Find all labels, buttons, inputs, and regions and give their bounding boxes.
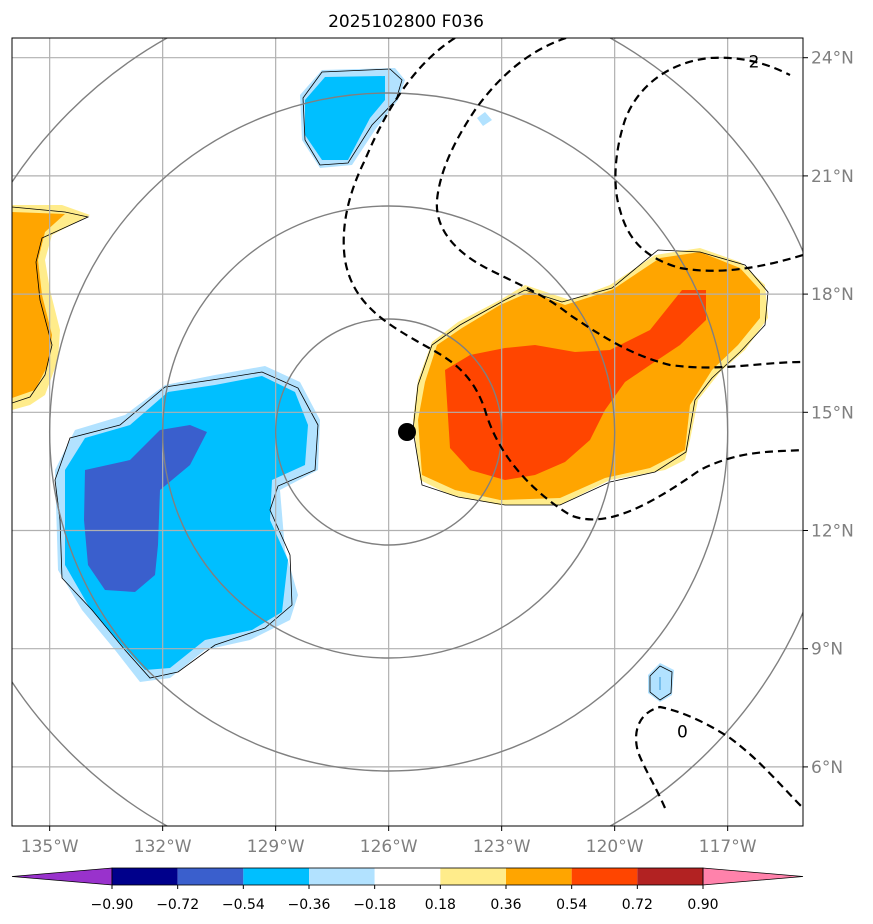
lon-tick-label: 123°W	[473, 837, 531, 857]
latitude-ticks: 24°N 21°N 18°N 15°N 12°N 9°N 6°N	[803, 49, 854, 778]
longitude-ticks: 135°W 132°W 129°W 126°W 123°W 120°W 117°W	[21, 826, 757, 857]
figure-title: 2025102800 F036	[328, 12, 484, 32]
colorbar-segment	[177, 868, 244, 885]
plot-frame	[11, 37, 804, 827]
anomaly-fill	[445, 290, 706, 480]
contour-labels: 20	[677, 53, 759, 743]
plot-area: 20	[12, 38, 803, 826]
colorbar-label: −0.72	[156, 897, 199, 913]
colorbar-label: −0.36	[288, 897, 331, 913]
colorbar-label: 0.90	[687, 897, 718, 913]
lat-tick-label: 9°N	[811, 640, 843, 660]
lon-tick-label: 126°W	[360, 837, 418, 857]
colorbar: −0.90 −0.72 −0.54 −0.36 −0.18 0.18 0.36 0.54 0.7…	[11, 867, 804, 913]
range-ring	[48, 92, 729, 772]
colorbar-extend-high	[702, 867, 804, 886]
colorbar-label: 0.18	[425, 897, 456, 913]
colorbar-label: −0.54	[222, 897, 265, 913]
colorbar-label: 0.72	[622, 897, 653, 913]
anomaly-fill	[477, 112, 492, 126]
contour-line	[435, 38, 803, 369]
contour-line	[342, 38, 803, 521]
contour-label: 0	[677, 722, 688, 742]
lat-tick-label: 6°N	[811, 758, 843, 778]
anomaly-positive-west	[12, 205, 90, 410]
lat-tick-label: 21°N	[811, 167, 854, 187]
contour-line	[614, 56, 803, 272]
range-ring	[274, 318, 503, 546]
anomaly-negative-southwest	[54, 366, 320, 682]
anomaly-negative-southeast	[648, 663, 674, 702]
colorbar-segment	[374, 868, 441, 885]
anomaly-fill	[305, 76, 385, 160]
lon-tick-label: 129°W	[247, 837, 305, 857]
lon-tick-label: 135°W	[21, 837, 79, 857]
colorbar-segment	[506, 868, 572, 885]
anomaly-fill	[12, 212, 65, 398]
lon-tick-label: 132°W	[134, 837, 192, 857]
dashed-contours	[342, 38, 803, 809]
colorbar-frame	[111, 867, 704, 886]
colorbar-segment	[571, 868, 638, 885]
range-ring	[161, 205, 616, 659]
colorbar-label: 0.36	[490, 897, 521, 913]
colorbar-label: 0.54	[556, 897, 587, 913]
storm-center-marker	[398, 423, 416, 441]
colorbar-segment	[112, 868, 178, 885]
lat-tick-label: 12°N	[811, 522, 854, 542]
range-rings	[12, 38, 803, 826]
lon-tick-label: 117°W	[699, 837, 757, 857]
anomaly-fill	[648, 663, 674, 702]
contour-label: 2	[749, 53, 760, 73]
lon-tick-label: 120°W	[586, 837, 644, 857]
colorbar-label: −0.18	[353, 897, 396, 913]
colorbar-segment	[637, 868, 703, 885]
colorbar-segment	[243, 868, 309, 885]
lat-tick-label: 24°N	[811, 49, 854, 69]
colorbar-extend-low	[11, 867, 113, 886]
colorbar-segment	[440, 868, 506, 885]
anomaly-fill	[84, 425, 207, 592]
lat-tick-label: 15°N	[811, 403, 854, 423]
lat-tick-label: 18°N	[811, 285, 854, 305]
anomaly-fill	[65, 376, 308, 670]
contour-line	[634, 705, 803, 809]
colorbar-segment	[309, 868, 375, 885]
colorbar-label: −0.90	[91, 897, 134, 913]
